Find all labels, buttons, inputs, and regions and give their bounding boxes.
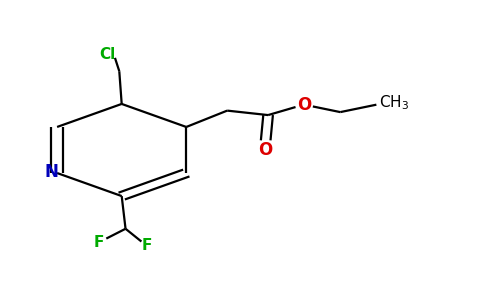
Text: CH$_3$: CH$_3$: [379, 93, 409, 112]
Text: Cl: Cl: [99, 47, 115, 62]
Text: F: F: [94, 235, 104, 250]
Text: O: O: [258, 141, 273, 159]
Text: O: O: [297, 96, 311, 114]
Text: N: N: [45, 163, 58, 181]
Text: F: F: [142, 238, 152, 253]
